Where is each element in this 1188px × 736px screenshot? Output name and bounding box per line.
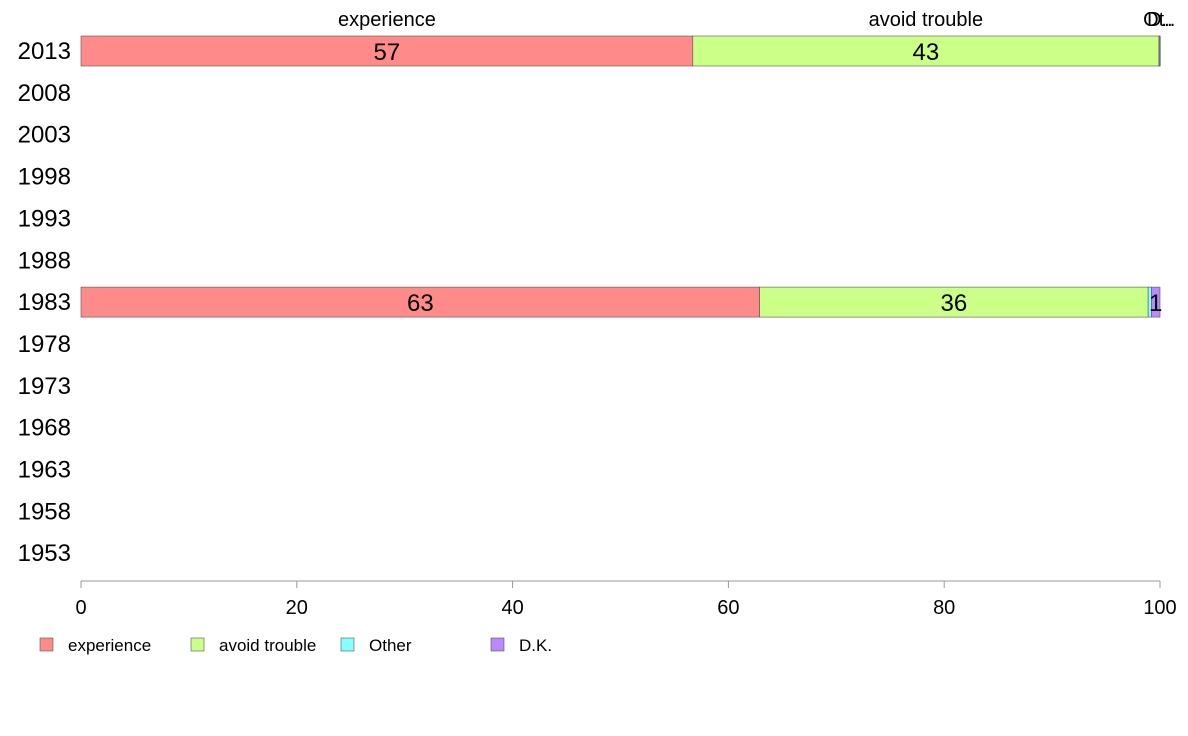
y-tick-label-2013: 2013 (18, 38, 71, 65)
x-tick-label-100: 100 (1143, 597, 1176, 619)
data-label-2013-avoid-trouble: 43 (913, 39, 940, 66)
y-tick-label-2003: 2003 (18, 122, 71, 149)
legend-label-experience: experience (68, 636, 151, 655)
y-tick-label-1978: 1978 (18, 331, 71, 358)
x-tick-label-60: 60 (717, 597, 739, 619)
y-tick-label-1963: 1963 (18, 457, 71, 484)
legend-label-d-k: D.K. (519, 636, 552, 655)
y-tick-label-1983: 1983 (18, 289, 71, 316)
top-category-labels: experience avoid trouble Ot..D.. (338, 9, 1175, 31)
top-label-experience: experience (338, 9, 436, 31)
x-tick-label-0: 0 (75, 597, 86, 619)
bar-1983-avoid-trouble (759, 286, 1149, 318)
y-tick-label-1953: 1953 (18, 540, 71, 567)
bars (80, 35, 1161, 318)
legend-label-other: Other (369, 636, 412, 655)
legend-swatch-other (340, 637, 355, 652)
bar-1983-experience (80, 286, 760, 318)
x-tick-label-20: 20 (286, 597, 308, 619)
bar-2013-d-k (1159, 35, 1161, 67)
bar-2013-avoid-trouble (692, 35, 1160, 67)
y-tick-label-1973: 1973 (18, 373, 71, 400)
top-label-d-k: D.. (1147, 9, 1173, 31)
legend: experience avoid trouble Other D.K. (39, 636, 552, 655)
data-label-1983-avoid-trouble: 36 (941, 290, 968, 317)
y-tick-label-2008: 2008 (18, 80, 71, 107)
y-tick-label-1958: 1958 (18, 498, 71, 525)
legend-swatch-avoid-trouble (190, 637, 205, 652)
legend-swatch-d-k (490, 637, 505, 652)
x-axis: 0 20 40 60 80 100 (75, 580, 1177, 619)
y-tick-label-1988: 1988 (18, 247, 71, 274)
top-label-other: Ot.. (1143, 9, 1175, 31)
bar-1983-d-k (1151, 286, 1161, 318)
data-label-2013-experience: 57 (374, 39, 401, 66)
legend-label-avoid-trouble: avoid trouble (219, 636, 316, 655)
data-labels: 57 43 63 36 1 (374, 39, 1163, 317)
data-label-1983-experience: 63 (407, 290, 434, 317)
y-axis: 2013 2008 2003 1998 1993 1988 1983 1978 1973 1968… (18, 38, 71, 567)
y-tick-label-1993: 1993 (18, 205, 71, 232)
legend-swatch-experience (39, 637, 54, 652)
y-tick-label-1998: 1998 (18, 164, 71, 191)
top-label-avoid-trouble: avoid trouble (869, 9, 984, 31)
y-tick-label-1968: 1968 (18, 415, 71, 442)
x-tick-label-40: 40 (501, 597, 523, 619)
data-label-1983-d-k: 1 (1149, 290, 1162, 317)
x-tick-label-80: 80 (933, 597, 955, 619)
